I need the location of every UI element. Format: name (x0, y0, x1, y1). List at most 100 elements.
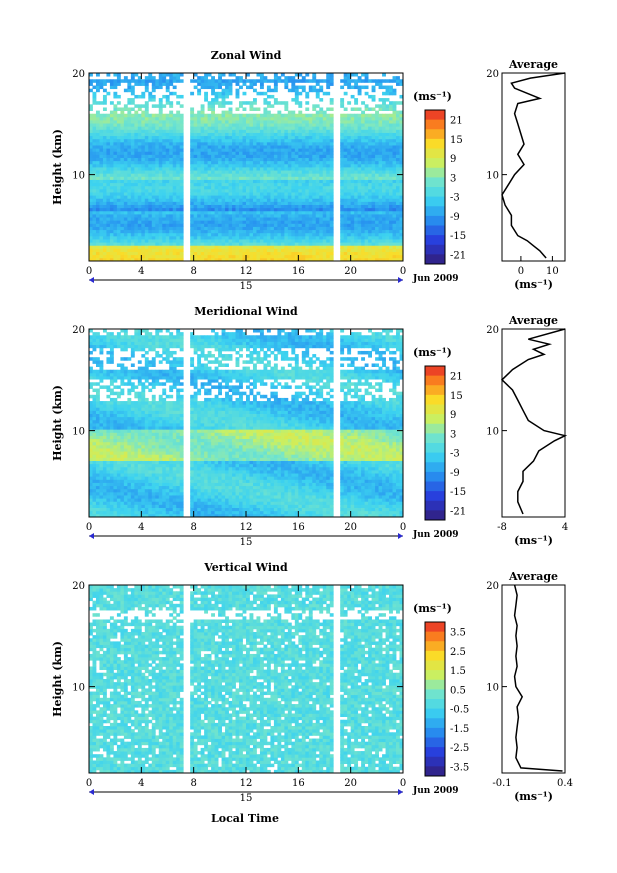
colorbar-tick-label: -15 (450, 487, 466, 498)
y-axis-label: Height (km) (51, 641, 64, 717)
colorbar-swatch (425, 394, 445, 405)
y-tick-label: 10 (72, 171, 85, 182)
heatmap (89, 329, 404, 518)
colorbar-swatch (425, 650, 445, 661)
y-tick-label: 20 (72, 69, 85, 80)
avg-y-tick-label: 10 (486, 683, 499, 694)
colorbar-tick-label: 15 (450, 135, 463, 146)
y-axis-label: Height (km) (51, 129, 64, 205)
colorbar-frame (424, 365, 446, 521)
avg-x-tick-label: -0.1 (492, 778, 511, 789)
colorbar-tick-label: -9 (450, 468, 460, 479)
colorbar-frame (424, 621, 446, 777)
day-bar-start (89, 533, 94, 539)
colorbar-swatch (425, 766, 445, 777)
colorbar-swatch (425, 670, 445, 681)
x-tick-label: 20 (344, 266, 357, 277)
avg-title: Average (508, 570, 558, 583)
colorbar-swatch (425, 206, 445, 217)
colorbar-tick-label: 0.5 (450, 685, 466, 696)
colorbar-swatch (425, 225, 445, 236)
x-tick-label: 4 (138, 778, 144, 789)
colorbar-swatch (425, 366, 445, 377)
day-bar-end (398, 277, 403, 283)
x-tick-label: 0 (400, 522, 406, 533)
y-tick-label: 20 (72, 581, 85, 592)
day-bar-end (398, 533, 403, 539)
day-bar-end (398, 789, 403, 795)
colorbar-swatch (425, 138, 445, 149)
avg-y-tick-label: 20 (486, 581, 499, 592)
x-tick-label: 0 (400, 266, 406, 277)
colorbar-swatch (425, 462, 445, 473)
panel-title: Meridional Wind (194, 305, 298, 318)
date-label: Jun 2009 (412, 530, 459, 540)
colorbar-tick-label: 9 (450, 154, 456, 165)
day-label: 15 (240, 537, 253, 548)
colorbar-tick-label: -3 (450, 449, 460, 460)
colorbar-swatch (425, 481, 445, 492)
x-tick-label: 8 (190, 522, 196, 533)
x-tick-label: 20 (344, 522, 357, 533)
panel-2: Meridional Wind 10 20 Height (km) 0 4 8 12 16 20 0… (51, 305, 568, 548)
colorbar-swatch (425, 110, 445, 121)
colorbar-tick-label: -3.5 (450, 762, 469, 773)
colorbar-unit: (ms⁻¹) (413, 90, 452, 103)
colorbar-swatch (425, 187, 445, 198)
colorbar-swatch (425, 196, 445, 207)
colorbar-tick-label: -21 (450, 506, 466, 517)
avg-x-axis-label: (ms⁻¹) (514, 534, 553, 547)
colorbar-tick-label: 3.5 (450, 628, 466, 639)
x-tick-label: 4 (138, 522, 144, 533)
colorbar-swatch (425, 708, 445, 719)
x-tick-label: 8 (190, 778, 196, 789)
avg-x-axis-label: (ms⁻¹) (514, 790, 553, 803)
day-bar-start (89, 789, 94, 795)
avg-frame (501, 584, 566, 774)
avg-x-tick-label: -8 (497, 522, 507, 533)
date-label: Jun 2009 (412, 274, 459, 284)
x-tick-label: 0 (400, 778, 406, 789)
avg-profile-line (501, 72, 566, 259)
x-tick-label: 0 (86, 266, 92, 277)
colorbar-frame (424, 109, 446, 265)
x-tick-label: 8 (190, 266, 196, 277)
colorbar-swatch (425, 660, 445, 671)
avg-y-tick-label: 20 (486, 325, 499, 336)
heatmap (89, 585, 404, 774)
colorbar-swatch (425, 235, 445, 246)
avg-x-tick-label: 10 (546, 266, 559, 277)
colorbar-swatch (425, 158, 445, 169)
colorbar-swatch (425, 414, 445, 425)
panel-3: Vertical Wind 10 20 Height (km) 0 4 8 12 16 20 0 15… (51, 561, 573, 804)
colorbar-swatch (425, 215, 445, 226)
x-tick-label: 0 (86, 778, 92, 789)
colorbar-swatch (425, 500, 445, 511)
avg-y-tick-label: 20 (486, 69, 499, 80)
panel-1: Zonal Wind 10 20 Height (km) 0 4 8 12 16 20 0 15 Jun… (51, 49, 566, 292)
y-axis-label: Height (km) (51, 385, 64, 461)
avg-y-tick-label: 10 (486, 427, 499, 438)
avg-y-tick-label: 10 (486, 171, 499, 182)
colorbar-swatch (425, 452, 445, 463)
x-tick-label: 4 (138, 266, 144, 277)
colorbar-swatch (425, 727, 445, 738)
avg-frame (501, 72, 566, 262)
avg-x-tick-label: 0 (518, 266, 524, 277)
x-tick-label: 0 (86, 522, 92, 533)
colorbar-swatch (425, 129, 445, 140)
colorbar-swatch (425, 747, 445, 758)
colorbar-tick-label: 21 (450, 372, 463, 383)
colorbar-swatch (425, 491, 445, 502)
avg-x-axis-label: (ms⁻¹) (514, 278, 553, 291)
colorbar-swatch (425, 254, 445, 265)
colorbar-tick-label: 9 (450, 410, 456, 421)
colorbar-swatch (425, 718, 445, 729)
colorbar-tick-label: -1.5 (450, 724, 469, 735)
x-tick-label: 20 (344, 778, 357, 789)
colorbar-tick-label: -9 (450, 212, 460, 223)
y-tick-label: 10 (72, 427, 85, 438)
colorbar-swatch (425, 148, 445, 159)
colorbar-swatch (425, 679, 445, 690)
